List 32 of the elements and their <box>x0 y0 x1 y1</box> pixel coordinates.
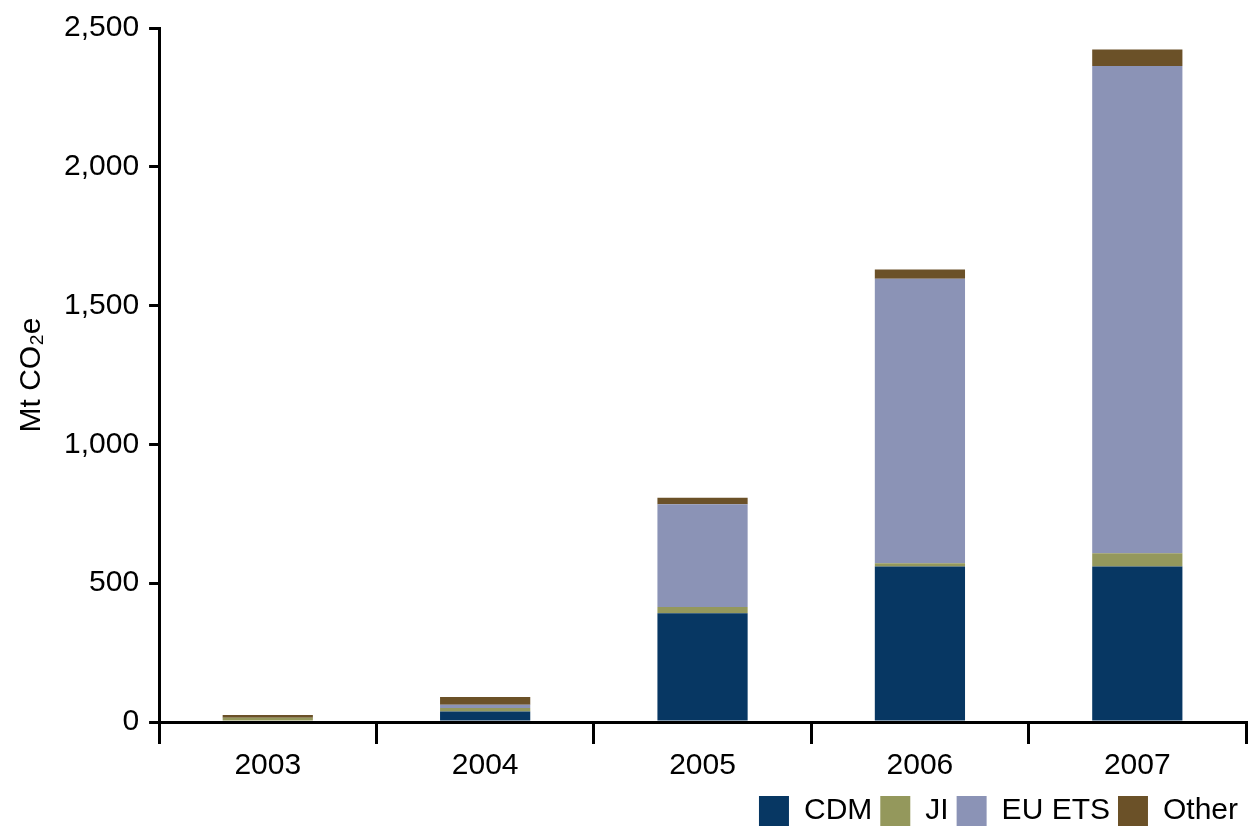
x-tick-label: 2003 <box>234 747 302 781</box>
y-tick-label: 1,000 <box>64 425 140 459</box>
y-axis-title: Mt CO₂e <box>13 317 47 433</box>
legend-label: JI <box>925 792 949 826</box>
bar <box>1092 49 1183 67</box>
y-tick-label: 0 <box>122 703 140 737</box>
legend-label: EU ETS <box>1001 792 1110 826</box>
y-tick-label: 1,500 <box>64 286 140 320</box>
bar <box>657 497 748 505</box>
bar <box>874 566 966 721</box>
bar <box>440 697 531 705</box>
x-tick-label: 2006 <box>886 747 954 781</box>
x-tick-label: 2005 <box>669 747 736 781</box>
bar <box>1092 553 1183 567</box>
bar <box>1092 566 1183 721</box>
bar <box>657 504 748 608</box>
bar <box>440 704 531 709</box>
bar <box>1092 66 1183 554</box>
bar <box>874 563 966 567</box>
y-tick-label: 500 <box>89 564 140 598</box>
legend-label: CDM <box>803 792 873 826</box>
bar <box>874 278 966 564</box>
bar <box>657 607 748 614</box>
y-tick-label: 2,500 <box>64 9 140 43</box>
bar <box>874 269 966 279</box>
bar <box>440 708 531 712</box>
x-tick-label: 2004 <box>451 747 519 781</box>
bar <box>440 711 531 721</box>
legend-label: Other <box>1162 792 1239 826</box>
bar <box>657 613 748 721</box>
x-tick-label: 2007 <box>1103 747 1171 781</box>
y-tick-label: 2,000 <box>64 148 140 182</box>
